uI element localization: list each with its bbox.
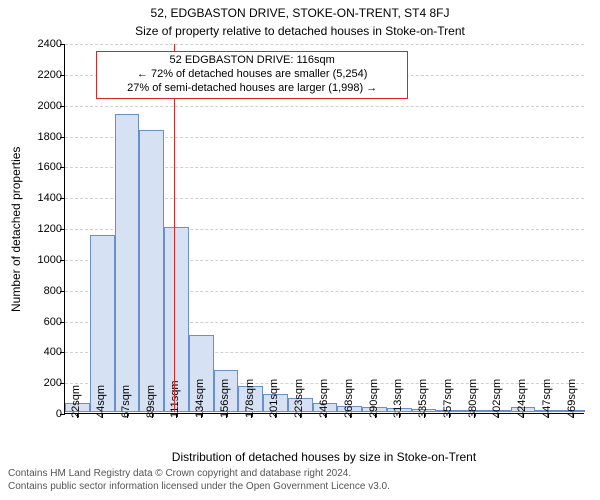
- gridline: [65, 44, 584, 45]
- y-tick-label: 1200: [22, 223, 62, 235]
- x-tick-label: 357sqm: [442, 379, 454, 418]
- y-tick-label: 600: [22, 316, 62, 328]
- x-tick-label: 201sqm: [268, 379, 280, 418]
- chart-title-address: 52, EDGBASTON DRIVE, STOKE-ON-TRENT, ST4…: [0, 6, 600, 20]
- x-tick-label: 424sqm: [516, 379, 528, 418]
- x-tick-label: 223sqm: [293, 379, 305, 418]
- y-tick-label: 2000: [22, 100, 62, 112]
- x-tick-label: 335sqm: [417, 379, 429, 418]
- x-tick-label: 380sqm: [467, 379, 479, 418]
- annotation-line1: 52 EDGBASTON DRIVE: 116sqm: [101, 54, 403, 68]
- x-tick-label: 290sqm: [368, 379, 380, 418]
- y-tick-label: 1400: [22, 192, 62, 204]
- x-tick-label: 447sqm: [541, 379, 553, 418]
- x-tick-label: 89sqm: [145, 385, 157, 418]
- x-tick-label: 313sqm: [392, 379, 404, 418]
- x-tick-label: 22sqm: [70, 385, 82, 418]
- histogram-bar: [139, 130, 164, 412]
- x-tick-label: 178sqm: [244, 379, 256, 418]
- y-tick-label: 200: [22, 377, 62, 389]
- reference-line: [174, 44, 175, 412]
- x-tick-label: 469sqm: [566, 379, 578, 418]
- y-tick-label: 2400: [22, 38, 62, 50]
- footer-line1: Contains HM Land Registry data © Crown c…: [8, 468, 592, 481]
- annotation-line3: 27% of semi-detached houses are larger (…: [101, 82, 403, 96]
- y-tick-label: 2200: [22, 69, 62, 81]
- x-tick-label: 246sqm: [318, 379, 330, 418]
- y-tick-label: 1600: [22, 161, 62, 173]
- x-tick-label: 67sqm: [120, 385, 132, 418]
- gridline: [65, 106, 584, 107]
- x-tick-label: 402sqm: [491, 379, 503, 418]
- x-tick-label: 156sqm: [219, 379, 231, 418]
- x-tick-label: 44sqm: [95, 385, 107, 418]
- footer-attribution: Contains HM Land Registry data © Crown c…: [8, 468, 592, 493]
- footer-line2: Contains public sector information licen…: [8, 481, 592, 494]
- y-tick-label: 400: [22, 346, 62, 358]
- y-tick-label: 1800: [22, 131, 62, 143]
- plot-area: 22sqm44sqm67sqm89sqm111sqm134sqm156sqm17…: [64, 44, 584, 414]
- annotation-line2: ← 72% of detached houses are smaller (5,…: [101, 68, 403, 82]
- annotation-box: 52 EDGBASTON DRIVE: 116sqm ← 72% of deta…: [96, 51, 408, 98]
- x-tick-label: 268sqm: [343, 379, 355, 418]
- histogram-bar: [115, 114, 140, 412]
- x-axis-label: Distribution of detached houses by size …: [64, 450, 584, 464]
- y-tick-label: 800: [22, 285, 62, 297]
- y-tick-label: 1000: [22, 254, 62, 266]
- x-tick-label: 111sqm: [169, 380, 181, 418]
- y-tick-label: 0: [22, 408, 62, 420]
- chart-title-desc: Size of property relative to detached ho…: [0, 24, 600, 38]
- x-tick-label: 134sqm: [194, 379, 206, 418]
